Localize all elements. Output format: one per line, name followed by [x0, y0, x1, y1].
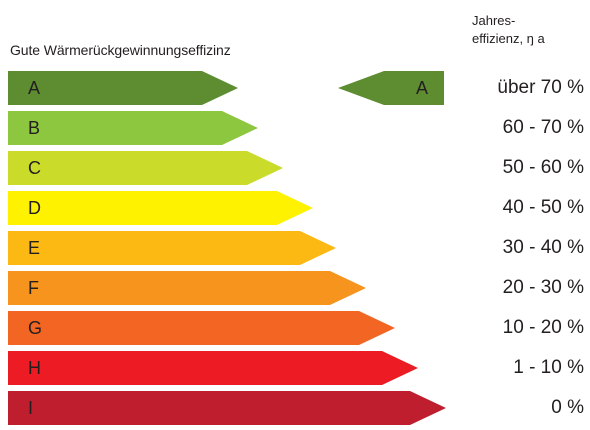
class-letter: G [28, 318, 43, 338]
bar-arrow-fill [8, 111, 258, 145]
bar-arrow-shape [8, 311, 395, 345]
class-bar-h: H [8, 351, 418, 385]
class-bar-d: D [8, 191, 313, 225]
column-header: Jahres- effizienz, ŋ a [472, 12, 545, 48]
class-letter: E [28, 238, 41, 258]
class-bar-e: E [8, 231, 336, 265]
class-range-c: 50 - 60 % [502, 157, 584, 178]
class-bar-b: B [8, 111, 258, 145]
bar-arrow-fill [8, 391, 446, 425]
column-header-line1: Jahres- [472, 13, 516, 28]
class-range-i: 0 % [551, 397, 584, 418]
bar-arrow-shape [8, 71, 238, 105]
bar-arrow-shape [8, 191, 313, 225]
bar-arrow-fill [8, 271, 366, 305]
class-bar-c: C [8, 151, 283, 185]
bar-arrow-shape [8, 151, 283, 185]
class-bar-a: A [8, 71, 238, 105]
class-range-g: 10 - 20 % [502, 317, 584, 338]
bar-arrow-fill [8, 351, 418, 385]
class-bar-f: F [8, 271, 366, 305]
class-range-f: 20 - 30 % [502, 277, 584, 298]
efficiency-heading: Gute Wärmerückgewinnungseffizinz [10, 42, 231, 58]
class-range-d: 40 - 50 % [502, 197, 584, 218]
rating-indicator-arrow [338, 71, 444, 105]
bar-arrow-shape [8, 231, 336, 265]
rating-indicator-letter: A [416, 78, 429, 98]
class-range-b: 60 - 70 % [502, 117, 584, 138]
bar-arrow-shape [8, 111, 258, 145]
rating-indicator-fill [338, 71, 444, 105]
class-bar-g: G [8, 311, 395, 345]
bar-arrow-fill [8, 311, 395, 345]
class-letter: I [28, 398, 34, 418]
bar-arrow-shape [8, 391, 446, 425]
class-letter: H [28, 358, 41, 378]
class-range-a: über 70 % [497, 77, 584, 98]
bar-arrow-fill [8, 71, 238, 105]
bar-arrow-shape [8, 351, 418, 385]
bar-arrow-fill [8, 231, 336, 265]
bar-arrow-fill [8, 191, 313, 225]
class-letter: A [28, 78, 41, 98]
bar-arrow-fill [8, 151, 283, 185]
class-letter: C [28, 158, 41, 178]
class-range-h: 1 - 10 % [513, 357, 584, 378]
class-letter: F [28, 278, 39, 298]
class-bar-i: I [8, 391, 446, 425]
bar-arrow-shape [8, 271, 366, 305]
column-header-line2: effizienz, ŋ a [472, 31, 545, 46]
class-range-e: 30 - 40 % [502, 237, 584, 258]
class-letter: B [28, 118, 41, 138]
class-letter: D [28, 198, 41, 218]
